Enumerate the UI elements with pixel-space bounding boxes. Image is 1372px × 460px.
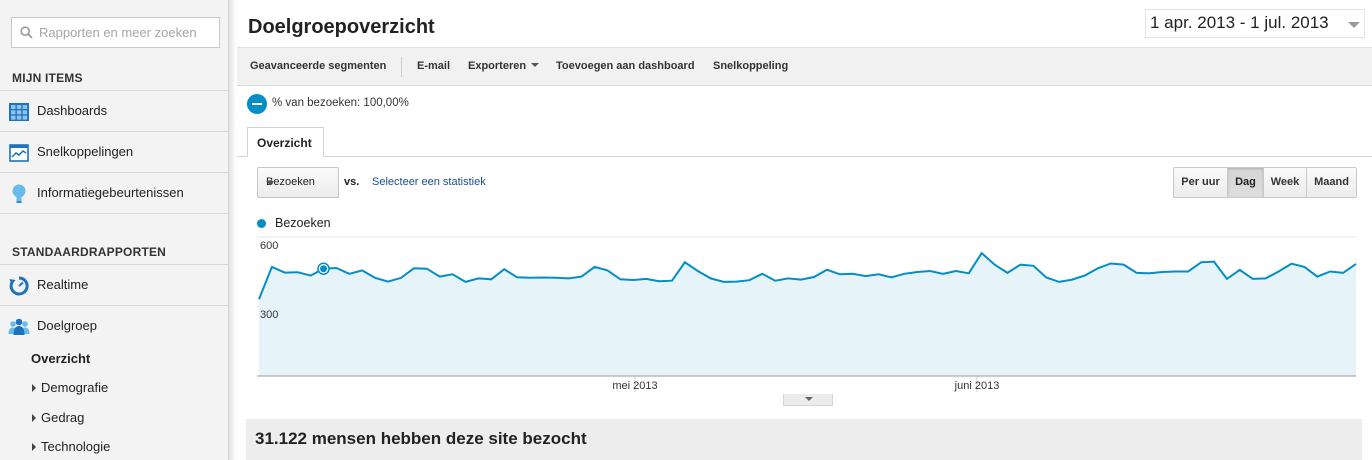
sidebar-subitem-label: Demografie [41,380,109,395]
chevron-down-icon [266,181,274,185]
search-icon [20,26,33,39]
export-button[interactable]: Exporteren [468,60,540,72]
y-tick-label: 600 [260,240,278,252]
realtime-clock-icon [9,276,29,296]
hover-point-dot [320,265,328,273]
chevron-down-icon [1348,22,1360,28]
period-toggle-group: Per uur Dag Week Maand [1173,167,1357,198]
divider [0,90,229,91]
email-button[interactable]: E-mail [417,60,451,72]
add-to-dashboard-button[interactable]: Toevoegen aan dashboard [556,60,695,72]
divider [0,305,229,306]
vs-label: vs. [344,176,360,188]
sidebar-item-label: Realtime [37,277,89,292]
visits-chart-svg: 600 300 mei 2013 juni 2013 [257,236,1357,392]
caret-down-icon [531,63,540,67]
divider [0,172,229,173]
report-search-box[interactable] [11,17,220,48]
expand-arrow-icon [32,443,36,451]
audience-people-icon [8,318,30,335]
y-tick-label: 300 [260,309,278,321]
hover-point-marker[interactable] [317,262,330,275]
series-area [259,253,1356,376]
metric-select[interactable]: Bezoeken [257,167,339,198]
sidebar-subitem-label: Technologie [41,439,111,454]
sidebar-item-label: Doelgroep [37,318,97,333]
lightbulb-icon [12,184,26,203]
period-day-button[interactable]: Dag [1228,168,1264,197]
legend-dot [257,219,266,228]
expand-arrow-icon [32,384,36,392]
sidebar-shadow [229,0,235,460]
visits-chart: 600 300 mei 2013 juni 2013 [237,232,1372,400]
x-tick-label: mei 2013 [612,380,657,392]
sidebar-item-audience[interactable]: Doelgroep [0,306,229,346]
tab-overview[interactable]: Overzicht [247,127,324,157]
date-range-picker[interactable]: 1 apr. 2013 - 1 jul. 2013 [1145,9,1365,38]
report-toolbar: Geavanceerde segmenten E-mail Exporteren… [237,47,1372,86]
sidebar-item-realtime[interactable]: Realtime [0,265,229,305]
tab-label: Overzicht [257,136,312,150]
advanced-segments-button[interactable]: Geavanceerde segmenten [250,60,387,72]
segment-label: % van bezoeken: 100,00% [272,97,409,109]
export-label: Exporteren [468,60,527,72]
search-input[interactable] [39,18,217,47]
period-week-button[interactable]: Week [1264,168,1307,197]
sidebar-item-label: Informatiegebeurtenissen [37,185,184,200]
sidebar-subitem-overview[interactable]: Overzicht [0,346,229,372]
summary-bar: 31.122 mensen hebben deze site bezocht [246,419,1362,460]
dashboard-grid-icon [9,103,29,121]
sidebar-subitem-behavior[interactable]: Gedrag [0,405,229,431]
sidebar: MIJN ITEMS Dashboards Snelkoppelingen [0,0,229,460]
sidebar-item-dashboards[interactable]: Dashboards [0,91,229,131]
sidebar-item-label: Snelkoppelingen [37,144,134,159]
sidebar-item-intelligence-events[interactable]: Informatiegebeurtenissen [0,173,229,213]
metric-select-value: Bezoeken [266,176,315,188]
legend-series-name: Bezoeken [275,216,331,230]
chart-collapse-handle[interactable] [783,394,833,406]
sidebar-item-label: Dashboards [37,103,108,118]
sidebar-subitem-technology[interactable]: Technologie [0,434,229,460]
page-title: Doelgroepoverzicht [248,16,435,38]
sidebar-subitem-label: Overzicht [31,351,91,366]
select-metric-link[interactable]: Selecteer een statistiek [372,176,486,188]
divider [0,131,229,132]
toolbar-divider [401,57,402,77]
standard-reports-heading: STANDAARDRAPPORTEN [12,245,167,259]
shortcut-chart-icon [9,144,29,162]
date-range-value: 1 apr. 2013 - 1 jul. 2013 [1150,13,1329,32]
sidebar-subitem-label: Gedrag [41,410,85,425]
period-month-button[interactable]: Maand [1314,176,1349,188]
my-items-heading: MIJN ITEMS [12,71,83,85]
expand-arrow-icon [32,414,36,422]
shortcut-button[interactable]: Snelkoppeling [713,60,789,72]
period-hourly-button[interactable]: Per uur [1174,168,1228,197]
series-line [258,251,1357,300]
segment-minus-icon [247,94,267,114]
sidebar-subitem-demographics[interactable]: Demografie [0,375,229,401]
divider [0,213,229,214]
divider [0,264,229,265]
sidebar-item-shortcuts[interactable]: Snelkoppelingen [0,132,229,172]
summary-text: 31.122 mensen hebben deze site bezocht [255,429,587,448]
x-tick-label: juni 2013 [954,380,1000,392]
tab-baseline [237,156,1372,157]
